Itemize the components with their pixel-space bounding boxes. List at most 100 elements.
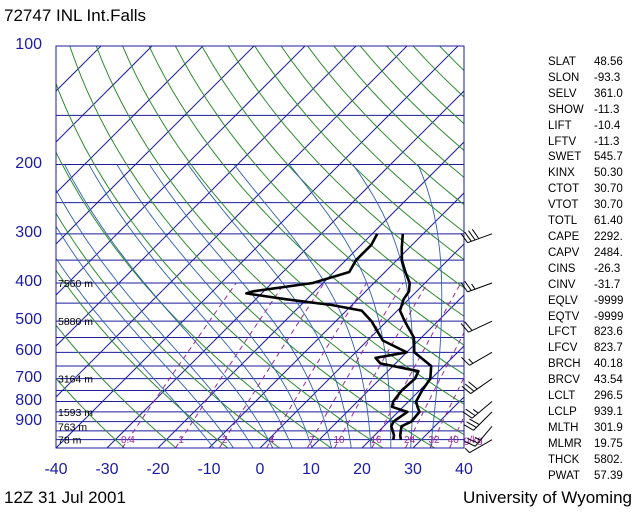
moist-adiabat (352, 164, 414, 448)
wind-barb-half-flag (474, 436, 481, 441)
dry-adiabat (56, 212, 280, 448)
isotherm-line (56, 46, 357, 347)
dry-adiabat (56, 151, 332, 448)
isotherm-line (56, 46, 306, 296)
wind-barb-flag (468, 381, 478, 390)
mixing-ratio-line (449, 415, 464, 448)
height-label: 763 m (58, 421, 87, 433)
index-value: 50.30 (594, 167, 623, 180)
index-value: 43.54 (594, 374, 623, 387)
wind-barb (461, 378, 493, 395)
mixing-ratio-line (334, 282, 428, 448)
wind-barb-staff (474, 426, 493, 447)
wind-barb-half-flag (472, 409, 479, 414)
wind-barb-flag (471, 229, 480, 239)
sounding-profile (245, 233, 420, 440)
wind-barb (462, 401, 493, 419)
index-row: LFTV -11.3 (548, 135, 638, 151)
index-row: CINV -31.7 (548, 278, 638, 294)
pressure-tick-label: 400 (15, 273, 42, 290)
wind-barb-flag (464, 321, 473, 331)
dry-adiabat (69, 46, 435, 448)
moist-adiabat (116, 164, 313, 448)
index-value: 361.0 (594, 87, 623, 100)
index-row: SHOW -11.3 (548, 103, 638, 119)
wind-barb-flag (460, 323, 469, 333)
pressure-tick-label: 600 (15, 342, 42, 360)
observation-time: 12Z 31 Jul 2001 (4, 488, 126, 507)
moist-adiabat (56, 188, 254, 448)
wind-barb-half-flag (464, 447, 470, 454)
pressure-tick-label: 800 (15, 391, 42, 409)
dry-adiabat (227, 46, 464, 289)
moist-adiabat (288, 164, 392, 448)
index-row: MLMR 19.75 (548, 437, 638, 453)
wind-barb-staff (469, 439, 493, 454)
index-value: 301.9 (594, 421, 623, 434)
index-name: LFCT (548, 326, 577, 339)
index-name: BRCV (548, 374, 580, 387)
pressure-tick-label: 500 (15, 311, 42, 329)
index-row: LIFT -10.4 (548, 119, 638, 135)
wind-barb-flag (461, 385, 472, 394)
wind-barb-flag (468, 230, 476, 241)
pressure-tick-label: 900 (15, 411, 42, 429)
index-name: CAPE (548, 230, 580, 243)
isotherm-line (259, 243, 464, 448)
wind-barb-staff (467, 282, 493, 293)
mixing-ratio-label: 1 (178, 435, 184, 446)
index-name: KINX (548, 167, 575, 180)
mixing-ratio-label: 2 (222, 435, 228, 446)
index-value: 5802. (594, 453, 623, 466)
stability-indices-panel: SLAT 48.56 SLON -93.3 SELV 361.0 SHOW -11.3 LIFT… (548, 55, 638, 484)
index-name: LCLT (548, 390, 576, 403)
index-value: 2292. (594, 230, 623, 243)
wind-barb-staff (468, 320, 493, 333)
index-value: 823.7 (594, 342, 623, 355)
index-name: MLMR (548, 437, 582, 450)
temperature-tick-label: 30 (404, 461, 422, 478)
wind-barb-flag (469, 418, 480, 426)
dry-adiabat (56, 324, 177, 448)
dry-adiabat (201, 46, 464, 317)
dry-adiabat (122, 46, 464, 405)
pressure-tick-label: 100 (15, 36, 42, 53)
index-value: -10.4 (594, 119, 621, 132)
data-source: University of Wyoming (463, 488, 632, 507)
wind-barb (464, 439, 493, 454)
height-label: 78 m (58, 435, 82, 447)
wind-barb-flag (466, 421, 477, 428)
dry-adiabat (254, 46, 464, 261)
index-row: LFCV 823.7 (548, 341, 638, 357)
isotherm-line (56, 46, 408, 398)
temperature-tick-label: 20 (353, 461, 371, 478)
wind-barb-flag (462, 411, 473, 419)
mixing-ratio-line (429, 376, 464, 448)
wind-barb (464, 426, 493, 447)
dry-adiabat (56, 82, 384, 448)
index-row: CTOT 30.70 (548, 182, 638, 198)
mixing-ratio-line (405, 331, 464, 448)
index-row: SWET 545.7 (548, 150, 638, 166)
wind-barb-flag (461, 356, 470, 366)
index-name: THCK (548, 453, 580, 466)
index-name: SLON (548, 71, 580, 84)
isotherm-line (56, 46, 102, 92)
dry-adiabat (56, 377, 125, 448)
mixing-ratio-line (306, 282, 404, 448)
index-row: LFCT 823.6 (548, 325, 638, 341)
pressure-tick-label: 700 (15, 368, 42, 386)
index-row: LCLT 296.5 (548, 389, 638, 405)
wind-barb-staff (471, 401, 493, 419)
temperature-tick-label: -20 (146, 461, 170, 478)
pressure-tick-label: 300 (15, 223, 42, 241)
wind-barb-flag (464, 280, 472, 291)
wind-barb-flag (467, 437, 479, 444)
mixing-ratio-line (218, 282, 325, 448)
index-row: BRCH 40.18 (548, 357, 638, 373)
isotherm-line (56, 46, 153, 143)
index-row: EQLV -9999 (548, 294, 638, 310)
temperature-tick-label: -10 (197, 461, 221, 478)
height-label: 5880 m (58, 316, 93, 328)
isotherm-line (106, 90, 464, 448)
